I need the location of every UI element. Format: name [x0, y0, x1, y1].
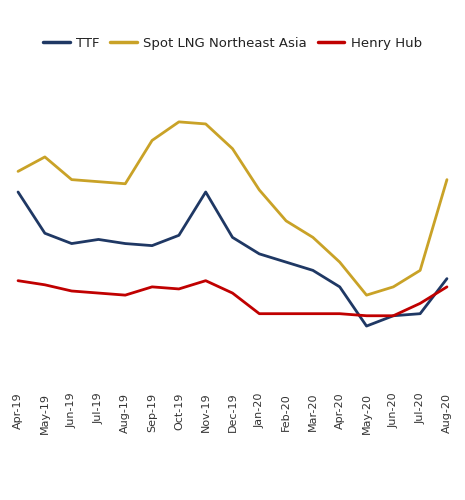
Spot LNG Northeast Asia [69, 176, 74, 182]
Spot LNG Northeast Asia [364, 292, 369, 298]
Line: Henry Hub: Henry Hub [18, 280, 447, 316]
TTF [337, 284, 343, 290]
Spot LNG Northeast Asia [15, 168, 21, 174]
Line: Spot LNG Northeast Asia: Spot LNG Northeast Asia [18, 122, 447, 295]
TTF [418, 310, 423, 316]
Henry Hub [15, 278, 21, 283]
Henry Hub [42, 282, 47, 288]
Henry Hub [283, 310, 289, 316]
TTF [444, 276, 450, 281]
TTF [364, 323, 369, 329]
TTF [257, 251, 262, 257]
Henry Hub [310, 310, 316, 316]
Henry Hub [149, 284, 155, 290]
TTF [391, 313, 396, 319]
Henry Hub [122, 292, 128, 298]
Henry Hub [418, 300, 423, 306]
TTF [15, 189, 21, 195]
Spot LNG Northeast Asia [230, 146, 235, 152]
Spot LNG Northeast Asia [203, 121, 208, 127]
TTF [230, 234, 235, 240]
Legend: TTF, Spot LNG Northeast Asia, Henry Hub: TTF, Spot LNG Northeast Asia, Henry Hub [43, 37, 422, 50]
Spot LNG Northeast Asia [257, 187, 262, 193]
Spot LNG Northeast Asia [391, 284, 396, 290]
Spot LNG Northeast Asia [42, 154, 47, 160]
Spot LNG Northeast Asia [283, 218, 289, 224]
Henry Hub [203, 278, 208, 283]
Spot LNG Northeast Asia [310, 234, 316, 240]
TTF [203, 189, 208, 195]
Line: TTF: TTF [18, 192, 447, 326]
Henry Hub [69, 288, 74, 294]
Spot LNG Northeast Asia [122, 180, 128, 186]
Henry Hub [257, 310, 262, 316]
Henry Hub [96, 290, 101, 296]
TTF [42, 230, 47, 236]
Henry Hub [364, 313, 369, 319]
Spot LNG Northeast Asia [444, 176, 450, 182]
Spot LNG Northeast Asia [418, 268, 423, 274]
Henry Hub [230, 290, 235, 296]
TTF [69, 240, 74, 246]
Spot LNG Northeast Asia [96, 178, 101, 184]
TTF [96, 236, 101, 242]
Henry Hub [176, 286, 182, 292]
Spot LNG Northeast Asia [337, 259, 343, 265]
Henry Hub [444, 284, 450, 290]
TTF [122, 240, 128, 246]
TTF [310, 268, 316, 274]
TTF [176, 232, 182, 238]
Henry Hub [337, 310, 343, 316]
TTF [283, 259, 289, 265]
Henry Hub [391, 313, 396, 319]
Spot LNG Northeast Asia [176, 119, 182, 125]
TTF [149, 242, 155, 248]
Spot LNG Northeast Asia [149, 138, 155, 143]
